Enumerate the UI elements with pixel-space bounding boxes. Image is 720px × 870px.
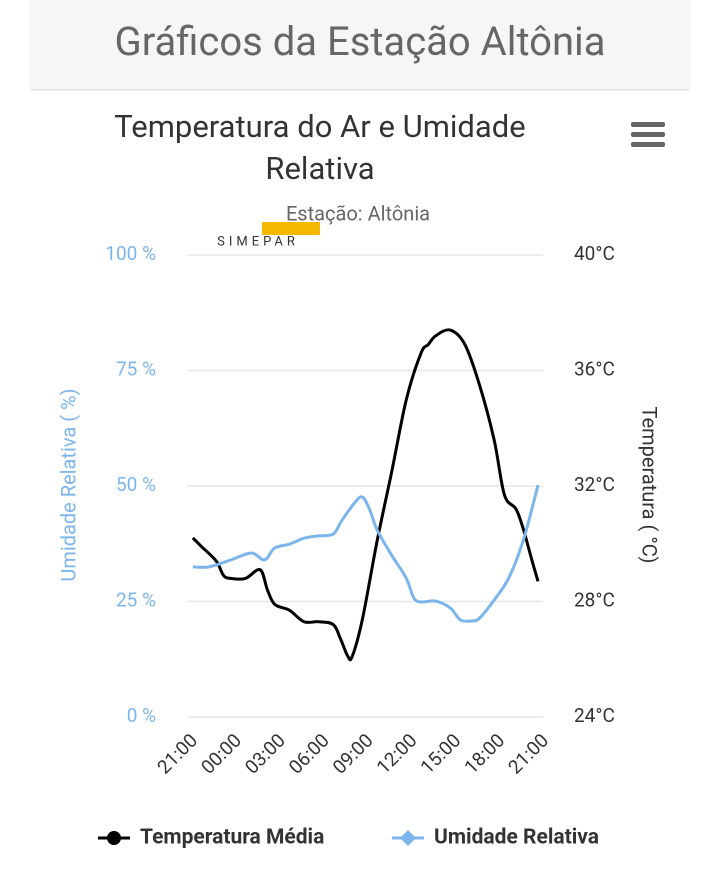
y2-tick-label: 40°C: [574, 242, 615, 265]
y-tick-label: 25 %: [116, 589, 156, 612]
legend-label: Temperatura Média: [140, 826, 324, 850]
y2-axis-label: Temperatura ( °C): [638, 406, 662, 563]
menu-button[interactable]: [631, 122, 665, 147]
x-tick-label: 09:00: [328, 729, 378, 779]
x-tick-label: 21:00: [152, 729, 202, 779]
logo-mark: [262, 222, 320, 235]
series-line: [191, 328, 540, 662]
y-axis-label: Umidade Relativa ( %): [56, 388, 80, 581]
header: Gráficos da Estação Altônia: [30, 0, 690, 91]
page-title: Gráficos da Estação Altônia: [114, 18, 606, 65]
y-tick-label: 100 %: [105, 242, 156, 265]
x-tick-label: 12:00: [372, 729, 422, 779]
x-tick-label: 03:00: [240, 729, 290, 779]
y2-tick-label: 32°C: [574, 473, 615, 496]
legend-marker: [107, 831, 121, 845]
y-tick-label: 75 %: [116, 358, 156, 381]
y-tick-label: 0 %: [127, 704, 156, 727]
y2-tick-label: 36°C: [574, 358, 615, 381]
chart-title: Temperatura do Ar e Umidade Relativa: [114, 108, 526, 187]
x-tick-label: 00:00: [196, 729, 246, 779]
x-tick-label: 18:00: [459, 729, 509, 779]
x-tick-label: 06:00: [284, 729, 334, 779]
y2-tick-label: 28°C: [574, 589, 615, 612]
y2-tick-label: 24°C: [574, 704, 615, 727]
legend-label: Umidade Relativa: [434, 826, 599, 850]
chart-subtitle: Estação: Altônia: [286, 201, 430, 225]
x-tick-label: 15:00: [416, 729, 466, 779]
logo: SIMEPAR: [217, 234, 299, 249]
series-line: [192, 484, 540, 623]
y-tick-label: 50 %: [116, 473, 156, 496]
legend-marker: [400, 830, 416, 846]
x-tick-label: 21:00: [503, 729, 553, 779]
